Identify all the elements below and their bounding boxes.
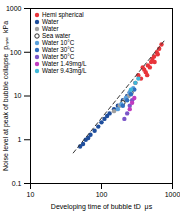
html-text:Sea water: Sea water [42,32,71,39]
svg-text:Developing time of bubble tD: Developing time of bubble tD μs [51,203,153,211]
html-text:Hemi spherical: Hemi spherical [42,11,84,18]
svg-text:1000: 1000 [165,191,180,198]
html-text:Water: Water [42,25,59,32]
svg-text:100: 100 [10,48,22,55]
svg-text:1: 1 [18,136,22,143]
svg-text:0.1: 0.1 [12,180,22,187]
svg-text:10: 10 [27,191,35,198]
svg-text:10: 10 [14,92,22,99]
svg-text:1000: 1000 [6,5,22,12]
html-text:Water 30°C: Water 30°C [42,46,75,53]
svg-text:100: 100 [96,191,108,198]
html-text:Water 9.43mg/L: Water 9.43mg/L [42,67,87,74]
html-text:Water 50°C: Water 50°C [42,53,75,60]
html-text:Water 1.49mg/L: Water 1.49mg/L [42,60,87,67]
html-text:Water: Water [42,18,59,25]
svg-text:Noise level at peak of bubble: Noise level at peak of bubble collapse p… [2,21,10,171]
html-text:Water 10°C: Water 10°C [42,39,75,46]
